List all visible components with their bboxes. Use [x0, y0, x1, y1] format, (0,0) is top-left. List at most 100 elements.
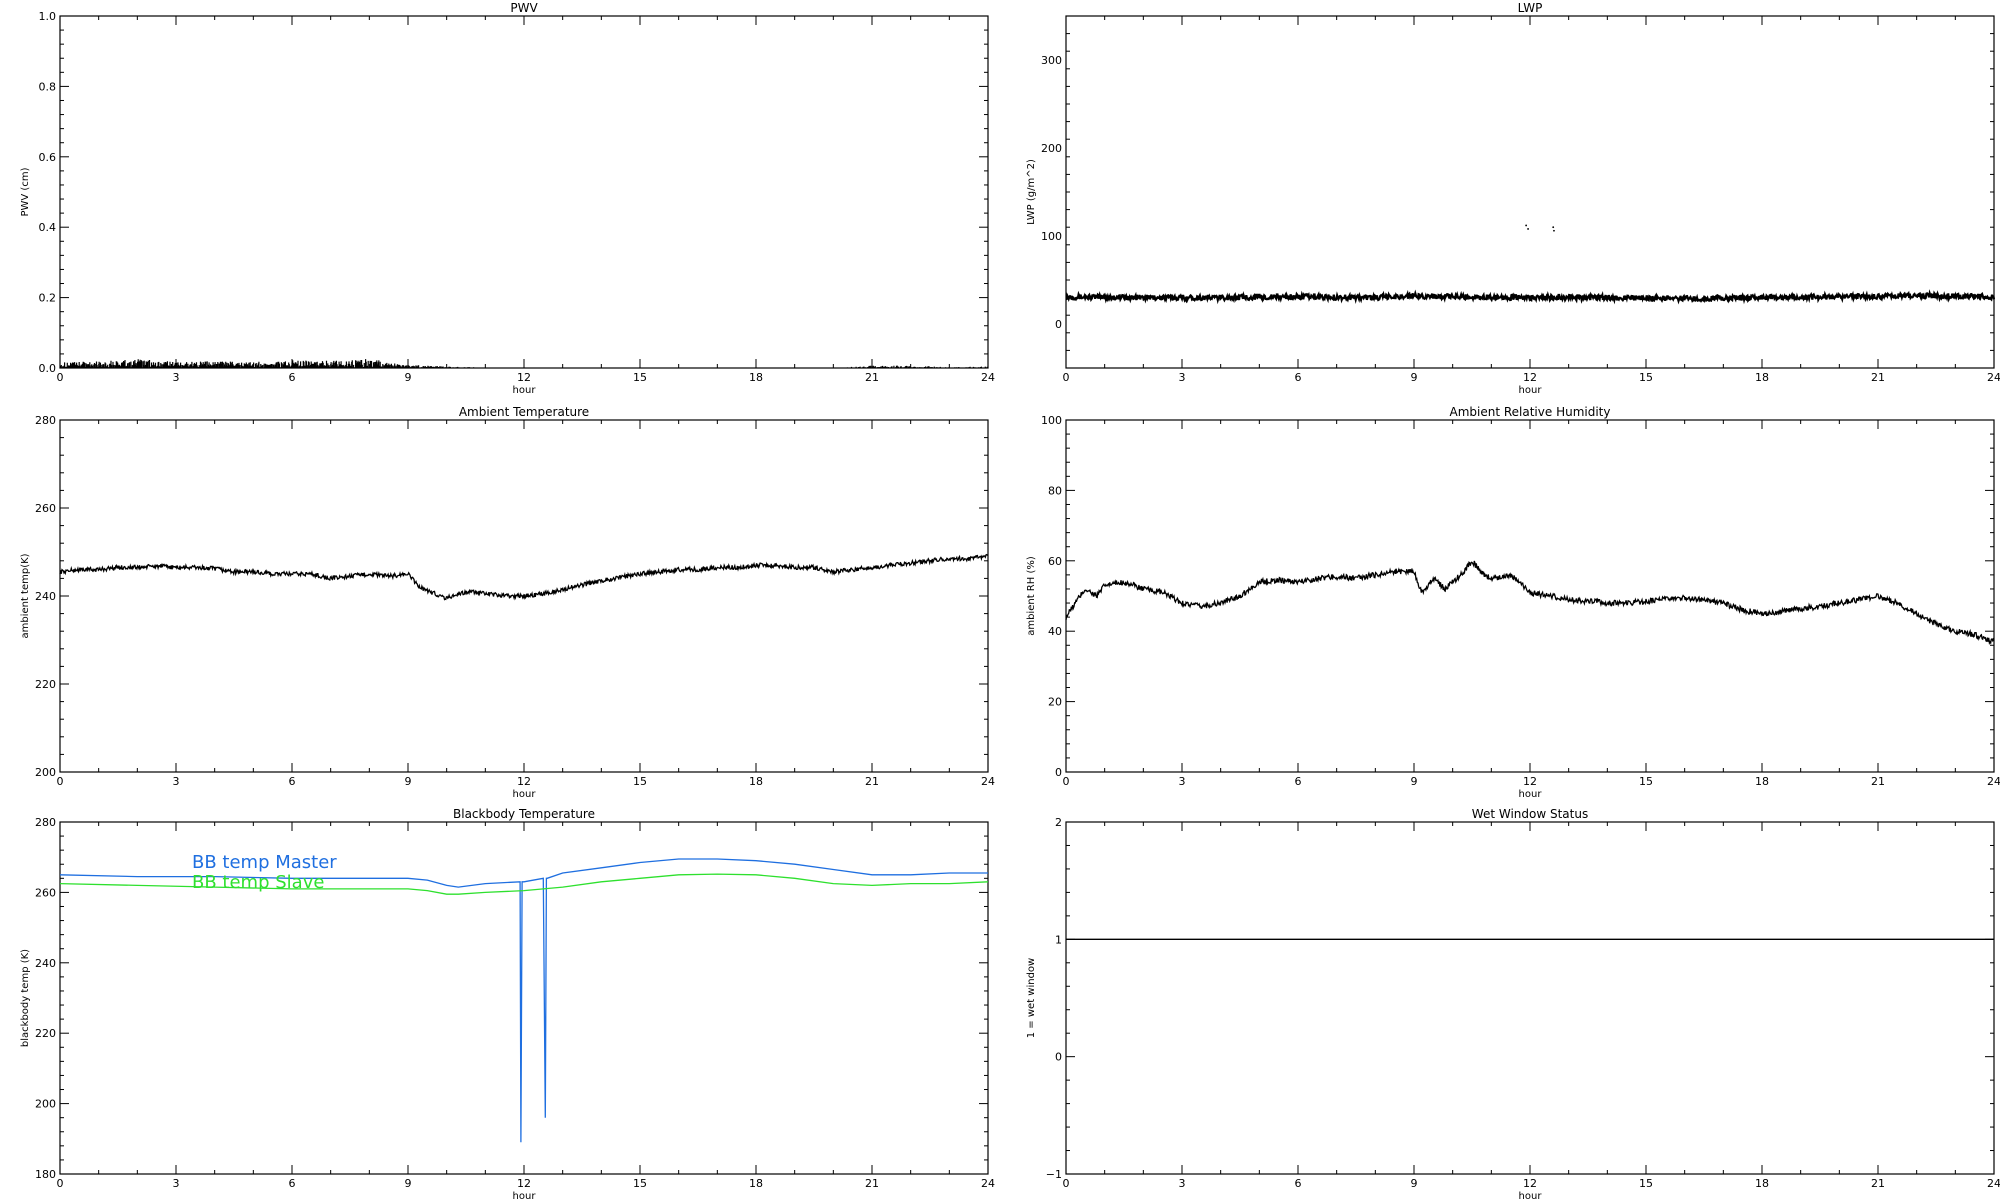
x-tick-label: 6 [289, 371, 296, 384]
x-tick-label: 21 [1871, 1177, 1885, 1190]
plot-frame [59, 15, 989, 369]
x-tick-label: 21 [865, 775, 879, 788]
series-line-5-2 [59, 873, 989, 895]
x-tick-label: 12 [1523, 371, 1537, 384]
x-tick-label: 0 [57, 371, 64, 384]
y-tick-label: 60 [1048, 555, 1062, 568]
y-axis-label: ambient temp(K) [20, 553, 31, 638]
x-tick-label: 9 [1411, 1177, 1418, 1190]
data-point [1552, 226, 1555, 229]
x-tick-label: 6 [289, 775, 296, 788]
y-tick-label: 240 [35, 957, 56, 970]
legend-entry: BB temp Master [192, 852, 337, 873]
y-tick-label: 0.4 [39, 221, 57, 234]
x-tick-label: 12 [1523, 1177, 1537, 1190]
x-tick-label: 0 [57, 1177, 64, 1190]
y-tick-label: 40 [1048, 625, 1062, 638]
x-tick-label: 9 [1411, 775, 1418, 788]
y-tick-label: 300 [1041, 54, 1062, 67]
y-tick-label: 0 [1055, 318, 1062, 331]
y-tick-label: 1.0 [39, 10, 57, 23]
chart-panel-4: Ambient Relative Humidity 0 3 6 9 12 15 18 21 24 h… [1026, 405, 2000, 800]
y-axis-label: LWP (g/m^2) [1026, 159, 1037, 225]
y-tick-label: 220 [35, 1027, 56, 1040]
plot-frame [1065, 821, 1995, 1175]
x-tick-label: 24 [981, 371, 995, 384]
x-tick-label: 3 [1179, 1177, 1186, 1190]
y-tick-label: 1 [1055, 933, 1062, 946]
y-tick-label: 280 [35, 816, 56, 829]
x-tick-label: 21 [1871, 371, 1885, 384]
chart-panel-3: Ambient Temperature 0 3 6 9 12 15 18 21 24 hour 200… [20, 405, 995, 800]
chart-title: Ambient Temperature [459, 405, 589, 419]
x-axis-label: hour [1519, 789, 1543, 800]
y-tick-label: 200 [35, 766, 56, 779]
y-tick-label: 0.0 [39, 362, 57, 375]
x-tick-label: 6 [289, 1177, 296, 1190]
x-tick-label: 12 [517, 371, 531, 384]
series-line-3-1 [59, 553, 988, 601]
x-tick-label: 15 [1639, 1177, 1653, 1190]
series-line-5-1 [59, 858, 988, 1143]
y-tick-label: 0.8 [39, 80, 57, 93]
data-point [1553, 229, 1555, 232]
x-tick-label: 15 [633, 775, 647, 788]
x-tick-label: 0 [1063, 371, 1070, 384]
data-point [1527, 228, 1529, 230]
x-tick-label: 3 [173, 371, 180, 384]
y-tick-label: 180 [35, 1168, 56, 1181]
x-tick-label: 18 [1755, 775, 1769, 788]
x-tick-label: 24 [1987, 371, 2000, 384]
y-tick-label: 0 [1055, 1051, 1062, 1064]
x-tick-label: 18 [749, 1177, 763, 1190]
y-tick-label: 100 [1041, 414, 1062, 427]
x-tick-label: 18 [1755, 1177, 1769, 1190]
x-tick-label: 9 [405, 1177, 412, 1190]
y-tick-label: 100 [1041, 230, 1062, 243]
x-tick-label: 21 [1871, 775, 1885, 788]
y-tick-label: −1 [1046, 1168, 1062, 1181]
chart-title: PWV [510, 1, 538, 15]
chart-title: Ambient Relative Humidity [1450, 405, 1611, 419]
x-tick-label: 15 [633, 371, 647, 384]
y-tick-label: 0.2 [39, 292, 57, 305]
y-tick-label: 80 [1048, 484, 1062, 497]
x-tick-label: 18 [749, 775, 763, 788]
x-tick-label: 24 [1987, 775, 2000, 788]
x-tick-label: 24 [1987, 1177, 2000, 1190]
x-axis-label: hour [513, 1191, 537, 1200]
plot-frame [1065, 15, 1995, 369]
chart-panel-5: Blackbody Temperature 0 3 6 9 12 15 18 21 24 hour 1… [20, 807, 995, 1200]
x-tick-label: 18 [1755, 371, 1769, 384]
x-tick-label: 3 [173, 1177, 180, 1190]
chart-title: Blackbody Temperature [453, 807, 595, 821]
x-tick-label: 0 [57, 775, 64, 788]
y-tick-label: 220 [35, 678, 56, 691]
y-tick-label: 20 [1048, 696, 1062, 709]
x-tick-label: 15 [1639, 775, 1653, 788]
chart-panel-1: PWV 0 3 6 9 12 15 18 21 24 hour 0.0 0.2 0.4 0.6 0.8 1.0 P… [20, 1, 995, 396]
x-tick-label: 15 [1639, 371, 1653, 384]
y-axis-label: ambient RH (%) [1026, 556, 1037, 636]
plot-frame [1065, 419, 1995, 773]
series-line-1-1 [59, 359, 989, 368]
y-tick-label: 280 [35, 414, 56, 427]
x-tick-label: 0 [1063, 1177, 1070, 1190]
x-tick-label: 24 [981, 775, 995, 788]
y-tick-label: 260 [35, 502, 56, 515]
x-axis-label: hour [1519, 385, 1543, 396]
data-point [1525, 224, 1528, 227]
x-axis-label: hour [513, 385, 537, 396]
legend-entry: BB temp Slave [192, 872, 324, 893]
series-line-4-1 [1065, 560, 1995, 646]
x-tick-label: 3 [1179, 371, 1186, 384]
x-tick-label: 3 [173, 775, 180, 788]
x-tick-label: 24 [981, 1177, 995, 1190]
chart-title: Wet Window Status [1472, 807, 1588, 821]
y-tick-label: 260 [35, 886, 56, 899]
y-tick-label: 2 [1055, 816, 1062, 829]
x-tick-label: 3 [1179, 775, 1186, 788]
x-tick-label: 12 [1523, 775, 1537, 788]
